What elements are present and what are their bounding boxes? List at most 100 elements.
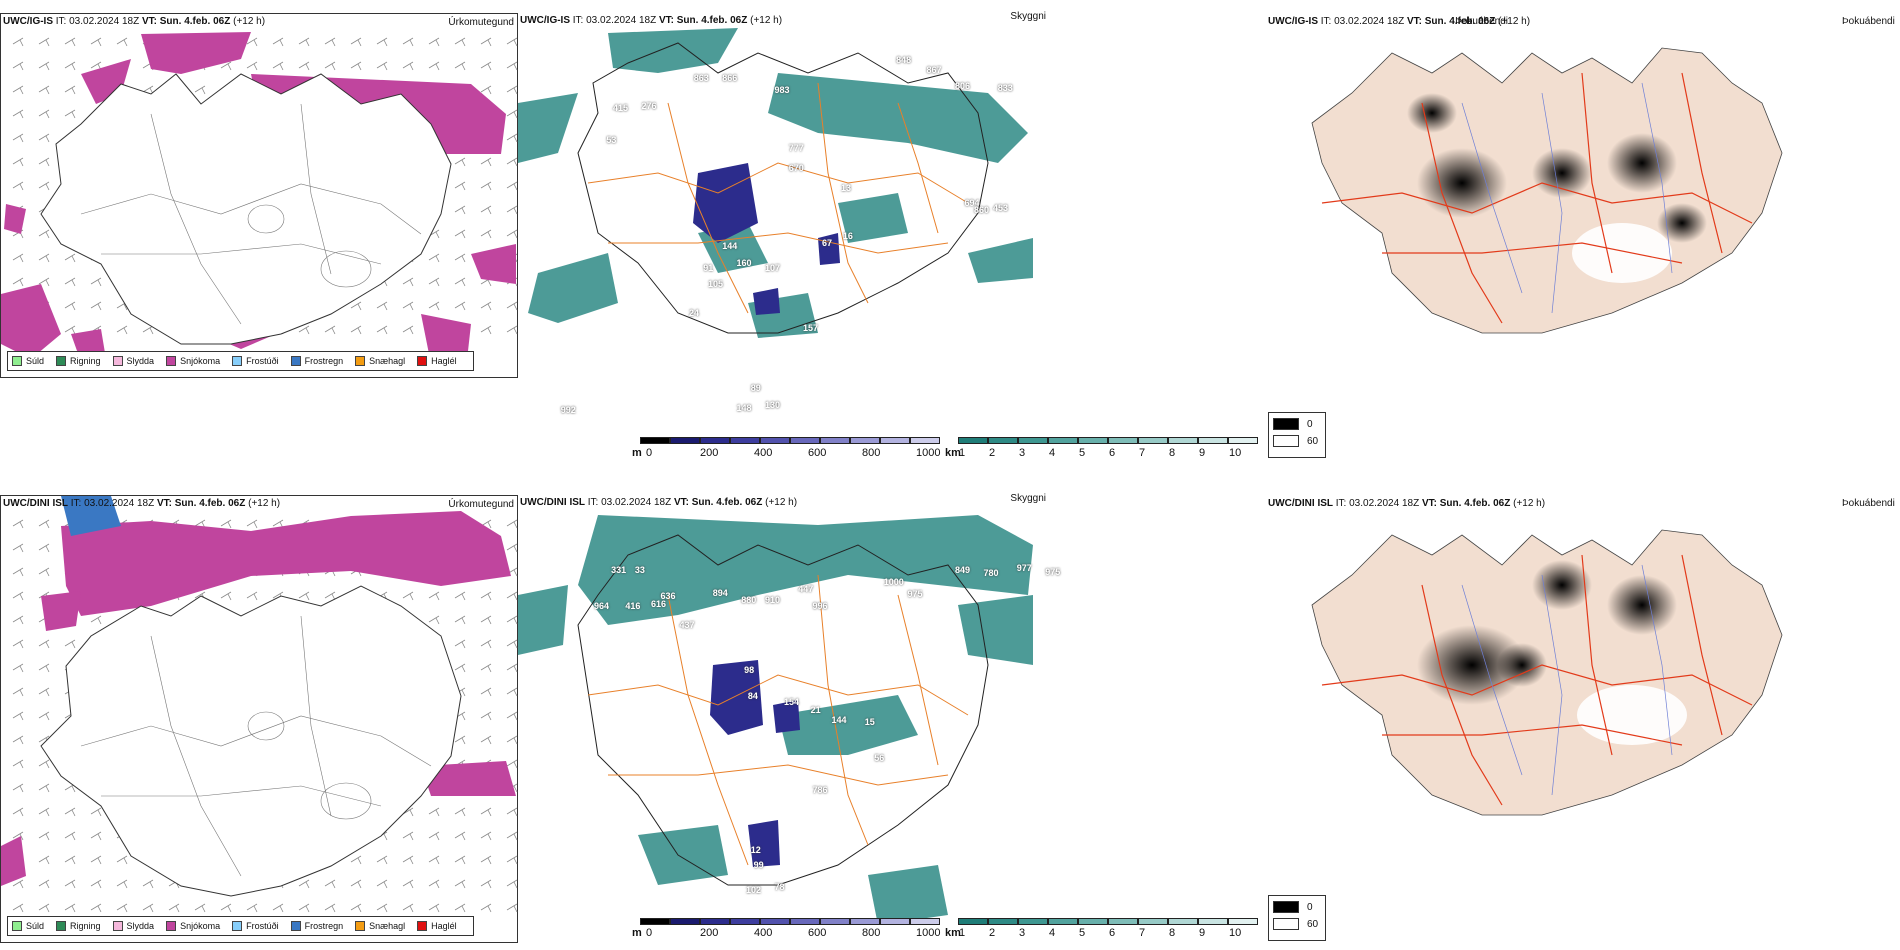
- legend-label: Súld: [26, 356, 45, 366]
- legend-label: Snæhagl: [369, 921, 406, 931]
- roads: [80, 103, 422, 325]
- low-cloud-areas: [710, 660, 800, 867]
- wind-barb: [480, 831, 492, 841]
- wind-barb: [64, 85, 76, 95]
- precip-legend-item: Haglél: [417, 921, 457, 931]
- wind-barb: [246, 61, 258, 71]
- cloud-base-value: 636: [660, 591, 676, 601]
- wind-barb: [454, 157, 466, 167]
- wind-barb: [454, 181, 466, 191]
- colorbar-tick: 7: [1139, 447, 1146, 459]
- precip-legend-item: Rigning: [56, 921, 101, 931]
- wind-barb: [12, 615, 24, 625]
- cloud-base-value: 276: [641, 101, 657, 111]
- precip-legend-item: Snæhagl: [355, 356, 405, 366]
- wind-barb: [12, 879, 24, 889]
- field-title-fog-row1-right: Þokuábendi: [1842, 16, 1895, 27]
- cloud-base-value: 910: [765, 595, 781, 605]
- wind-barb: [38, 519, 50, 529]
- iceland-outline: [577, 42, 989, 334]
- legend-swatch: [232, 356, 243, 366]
- cloud-panel-row2: UWC/DINI ISL IT: 03.02.2024 18Z VT: Sun.…: [518, 493, 1060, 943]
- wind-barb: [64, 831, 76, 841]
- wind-barb: [350, 37, 362, 47]
- cloud-base-value: 453: [993, 203, 1009, 213]
- colorbar-tick: 1000: [916, 927, 941, 939]
- legend-label: Slydda: [126, 356, 155, 366]
- colorbar-tick: 4: [1049, 927, 1056, 939]
- wind-barb: [90, 277, 102, 287]
- cloud-base-value: 849: [955, 565, 971, 575]
- wind-barb: [38, 157, 50, 167]
- wind-barb: [454, 253, 466, 263]
- cloudbase-colorbar-row2: [640, 918, 940, 925]
- colorbar-segment: [670, 918, 700, 925]
- wind-barb: [38, 711, 50, 721]
- wind-barb: [90, 615, 102, 625]
- wind-barb: [350, 325, 362, 335]
- wind-barb: [402, 831, 414, 841]
- wind-barb: [12, 133, 24, 143]
- colorbar-segment: [910, 437, 940, 444]
- colorbar-segment: [790, 918, 820, 925]
- rivers: [1461, 564, 1673, 796]
- cloud-base-value: 806: [955, 81, 971, 91]
- fog-legend-60: 60: [1307, 435, 1319, 447]
- precip-legend-item: Slydda: [112, 921, 154, 931]
- wind-barb: [350, 855, 362, 865]
- colorbar-tick: 3: [1019, 927, 1026, 939]
- colorbar-tick: 10: [1229, 927, 1242, 939]
- cloud-base-value: 15: [864, 717, 875, 727]
- cloud-base-value: 975: [907, 589, 923, 599]
- colorbar-unit: km: [945, 447, 961, 459]
- wind-barb: [38, 253, 50, 263]
- wind-barb: [506, 85, 518, 95]
- wind-barb: [64, 807, 76, 817]
- field-title-cloud-row2: Skyggni: [1010, 493, 1046, 504]
- wind-barb: [38, 567, 50, 577]
- colorbar-tick: 0: [646, 927, 653, 939]
- precip-legend-item: Snjókoma: [166, 921, 220, 931]
- wind-barb: [480, 735, 492, 745]
- wind-barb: [12, 711, 24, 721]
- colorbar-tick: 800: [862, 927, 881, 939]
- wind-barb: [350, 301, 362, 311]
- wind-barb: [116, 903, 128, 913]
- cloud-base-value: 24: [689, 308, 700, 318]
- fog-panel-row1: Þokuábendi: [1262, 13, 1900, 378]
- wind-barb: [298, 903, 310, 913]
- wind-barb: [376, 879, 388, 889]
- cloud-base-value: 13: [841, 183, 852, 193]
- colorbar-segment: [1078, 437, 1108, 444]
- cloud-base-value: 894: [712, 588, 728, 598]
- colorbar-tick: 6: [1109, 447, 1116, 459]
- colorbar-tick: 800: [862, 447, 881, 459]
- wind-barb: [38, 133, 50, 143]
- cloud-base-value: 67: [822, 238, 833, 248]
- wind-barb: [376, 325, 388, 335]
- fog-map-row1: [1311, 47, 1783, 334]
- wind-barb: [90, 831, 102, 841]
- colorbar-segment: [1168, 918, 1198, 925]
- wind-barb: [90, 879, 102, 889]
- wind-barb: [376, 301, 388, 311]
- wind-barb: [506, 519, 518, 529]
- legend-swatch: [12, 921, 22, 931]
- wind-barb: [246, 903, 258, 913]
- wind-barb: [506, 831, 518, 841]
- colorbar-tick: 2: [989, 927, 996, 939]
- wind-barb: [402, 277, 414, 287]
- colorbar-tick: 0: [646, 447, 653, 459]
- colorbar-segment: [670, 437, 700, 444]
- wind-barb: [220, 903, 232, 913]
- field-title-fog-row2: Þokuábendi: [1842, 498, 1895, 509]
- header-row2-fog-text: UWC/DINI ISL IT: 03.02.2024 18Z VT: Sun.…: [1268, 498, 1546, 509]
- wind-barb: [12, 61, 24, 71]
- cloud-base-value: 964: [594, 601, 610, 611]
- precip-map-row2: [1, 496, 518, 913]
- wind-barb: [246, 591, 258, 601]
- cloud-base-value: 880: [741, 595, 757, 605]
- wind-barb: [480, 855, 492, 865]
- colorbar-tick: 8: [1169, 927, 1176, 939]
- cloud-map-row1: [518, 28, 1033, 338]
